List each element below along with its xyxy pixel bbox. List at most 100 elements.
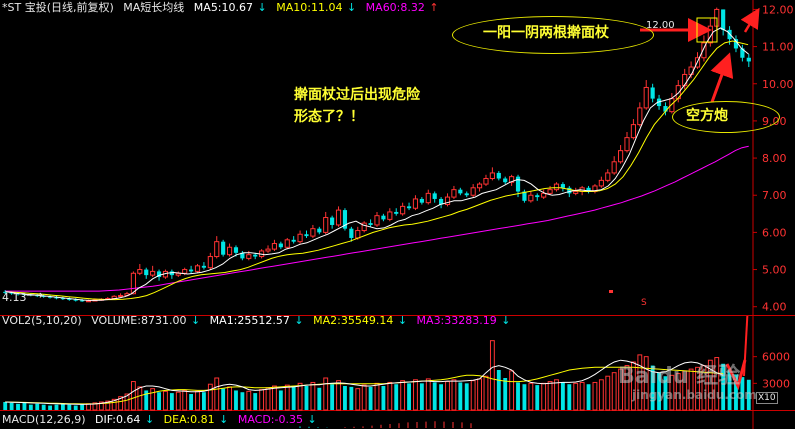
volume-bar (105, 400, 111, 411)
candle-body (201, 265, 207, 268)
volume-bar (721, 363, 726, 410)
volume-bar (323, 377, 329, 411)
signal-dot (609, 290, 613, 293)
price-tick-label: 10.00 (762, 78, 794, 91)
annotation-arrow-up (710, 52, 734, 103)
volume-bar (310, 381, 316, 411)
candle-body (67, 298, 72, 300)
low-price-label: 4.13 (2, 291, 27, 304)
top-annotation-text: 一阳一阴两根擀面杖 (483, 25, 609, 41)
candle-body (630, 124, 636, 139)
candle-body (643, 86, 649, 109)
volume-bar (130, 381, 136, 411)
volume-bar (124, 393, 130, 411)
vol-ma3-readout: MA3:33283.19 (416, 314, 497, 327)
macd-chart[interactable] (0, 411, 795, 429)
volume-bar (336, 380, 341, 411)
candle-body (73, 299, 78, 301)
volume-bar (73, 405, 78, 410)
down-arrow-icon: ↓ (190, 314, 201, 327)
candle-body (412, 198, 419, 209)
volume-bar (637, 354, 643, 411)
candle-body (458, 189, 463, 194)
volume-bar (650, 365, 655, 410)
candle-body (451, 189, 457, 198)
macd-readout: MACD:-0.35 (237, 413, 303, 426)
volume-bar (265, 387, 271, 411)
candle-body (688, 66, 694, 75)
down-arrow-icon: ↓ (397, 314, 408, 327)
volume-bar (387, 381, 393, 411)
candle-body (214, 241, 220, 258)
candle-body (221, 241, 226, 255)
price-tick-label: 4.00 (762, 301, 787, 314)
volume-bar (535, 385, 540, 410)
volume-bar (202, 392, 206, 410)
candle-body (400, 205, 406, 215)
candle-body (226, 246, 233, 256)
candle-body (284, 239, 290, 248)
warning-annotation-line1: 擀面杖过后出现危险 (294, 87, 420, 103)
volume-bar (92, 402, 98, 411)
volume-header: VOL2(5,10,20) VOLUME:8731.00 ↓ MA1:25512… (2, 314, 516, 328)
volume-bar (740, 377, 745, 410)
volume-bar (483, 375, 489, 411)
volume-bar (343, 386, 347, 410)
candle-body (278, 243, 283, 248)
volume-chart[interactable]: 3000 6000 (0, 316, 795, 411)
volume-indicator-name: VOL2(5,10,20) (2, 314, 82, 327)
volume-bar (278, 390, 283, 410)
price-tick-label: 11.00 (762, 41, 794, 54)
volume-bar (413, 379, 418, 411)
volume-bar (304, 386, 309, 410)
candle-body (361, 222, 367, 232)
volume-bar (458, 382, 463, 410)
volume-bar (16, 403, 20, 410)
volume-bar (48, 405, 52, 410)
volume-bar (98, 401, 104, 411)
macd-indicator-name: MACD(12,26,9) (2, 413, 86, 426)
volume-bar (330, 384, 335, 410)
ma60-readout: MA60:8.32 (365, 1, 425, 14)
candle-body (496, 172, 501, 179)
volume-bar (688, 368, 694, 411)
volume-bar (291, 386, 296, 410)
volume-bar (157, 392, 161, 410)
volume-bar (541, 382, 547, 411)
candle-body (54, 297, 59, 299)
candle-body (567, 187, 572, 194)
candle-body (47, 296, 53, 298)
volume-bar (675, 373, 681, 411)
macd-header: MACD(12,26,9) DIF:0.64 ↓ DEA:0.81 ↓ MACD… (2, 413, 323, 427)
x10-marker: X10 (756, 392, 778, 404)
candle-body (342, 210, 348, 229)
candle-body (740, 48, 745, 58)
volume-bar (445, 381, 450, 411)
candle-body (605, 172, 611, 181)
candle-body (470, 187, 476, 196)
candle-body (573, 191, 579, 194)
annotation-arrow-down-icon (725, 359, 747, 391)
volume-bar (381, 386, 386, 410)
candle-body (207, 256, 213, 269)
volume-tick-label: 3000 (762, 377, 790, 390)
volume-bar (195, 390, 200, 411)
candle-body (189, 269, 194, 272)
volume-bar (663, 376, 668, 410)
volume-bar (60, 403, 65, 410)
candle-body (560, 184, 565, 188)
candle-body (682, 73, 688, 87)
volume-bar (407, 383, 411, 410)
volume-bar (207, 383, 213, 411)
candle-body (194, 265, 201, 272)
stock-title: *ST 宝投(日线,前复权) (2, 1, 114, 14)
volume-bar (67, 404, 72, 410)
candle-body (381, 215, 386, 220)
volume-bar (144, 390, 149, 410)
volume-bar (470, 380, 476, 411)
volume-bar (496, 370, 501, 410)
candle-body (349, 228, 354, 238)
candle-body (425, 192, 431, 204)
candle-body (406, 206, 412, 209)
